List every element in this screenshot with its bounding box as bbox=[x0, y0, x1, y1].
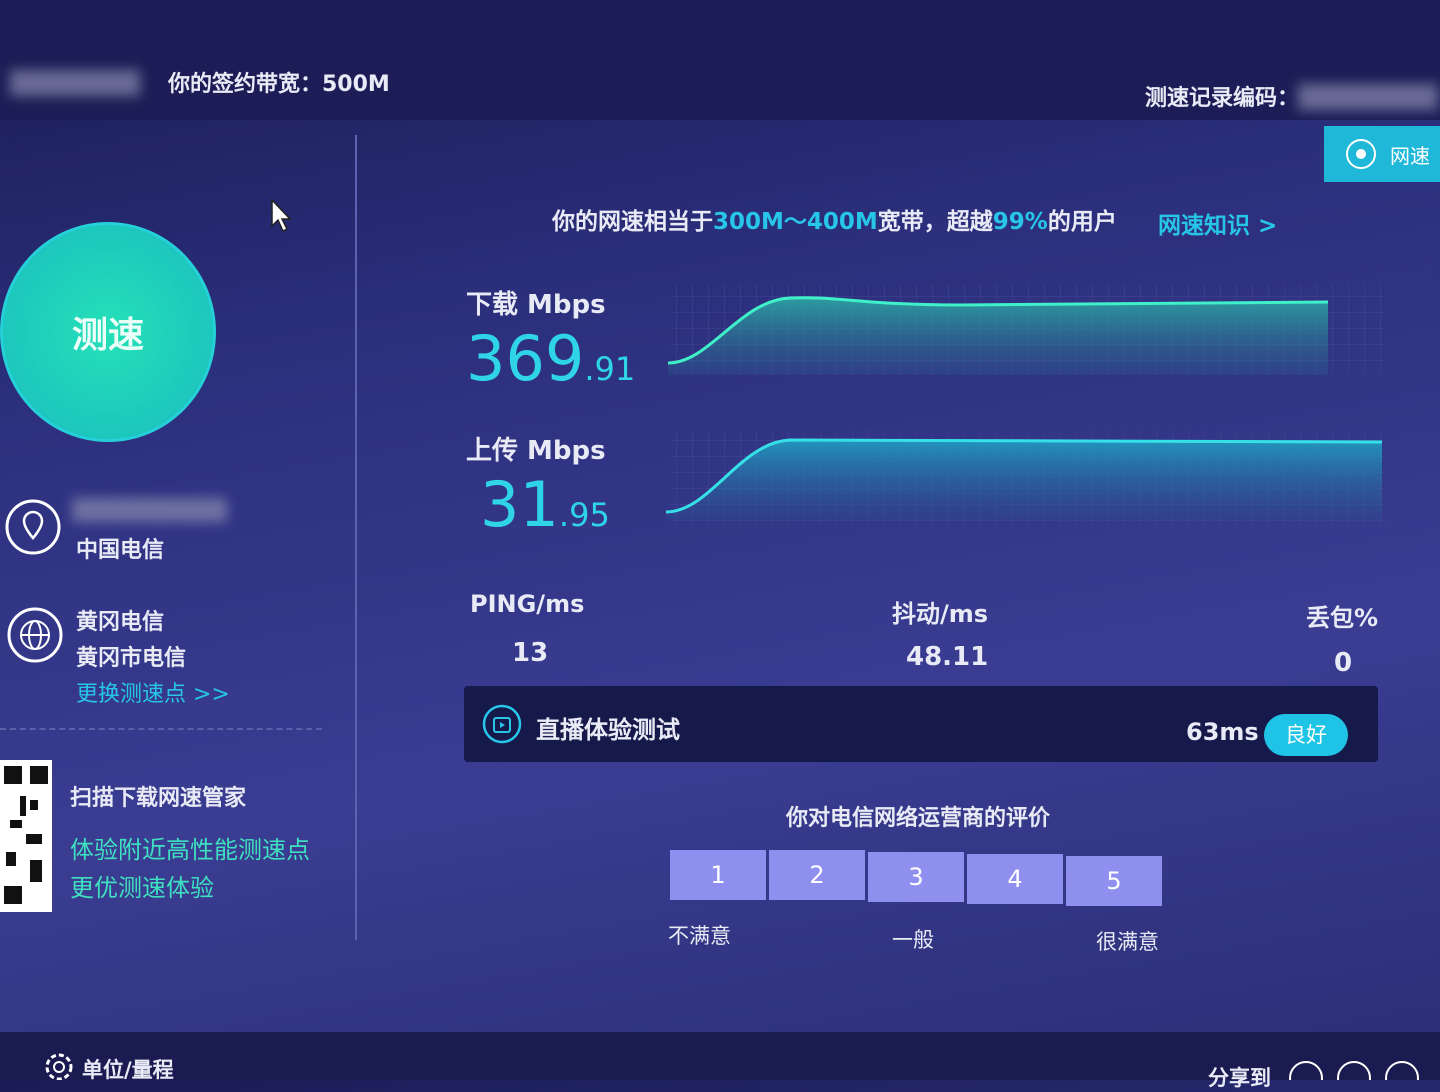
live-title: 直播体验测试 bbox=[536, 716, 680, 744]
upload-integer: 31 bbox=[480, 468, 559, 541]
rating-option[interactable]: 2 bbox=[769, 850, 865, 900]
icon bbox=[1346, 139, 1376, 169]
rating-high: 很满意 bbox=[1096, 930, 1159, 954]
top-button-label: 网速 bbox=[1390, 143, 1430, 168]
upload-value: 31.95 bbox=[480, 468, 610, 541]
server-icon bbox=[7, 607, 63, 663]
download-decimal: .91 bbox=[584, 350, 636, 388]
stat-value: 13 bbox=[512, 638, 549, 668]
live-test-bar[interactable]: 直播体验测试 63ms 良好 bbox=[464, 686, 1378, 762]
qr-code bbox=[0, 760, 52, 912]
live-rating: 良好 bbox=[1264, 714, 1348, 756]
rating-mid: 一般 bbox=[892, 928, 934, 952]
summary-text: 的用户 bbox=[1047, 209, 1117, 235]
rating-question: 你对电信网络运营商的评价 bbox=[786, 806, 1051, 831]
change-server[interactable]: 更换测速点 >> bbox=[76, 682, 230, 707]
settings-icon bbox=[45, 1053, 73, 1080]
qr-line-2: 更优测速体验 bbox=[70, 874, 214, 902]
start-button[interactable]: 测速 bbox=[0, 222, 216, 442]
mouse-cursor bbox=[271, 198, 292, 233]
download-value: 369.91 bbox=[466, 322, 635, 395]
share-label: 分享到 bbox=[1208, 1066, 1271, 1090]
live-icon bbox=[482, 704, 522, 744]
divider bbox=[0, 728, 322, 730]
server-detail: 黄冈市电信 bbox=[76, 646, 187, 671]
summary-text: 宽带，超越 bbox=[877, 209, 993, 235]
rating-option[interactable]: 3 bbox=[868, 852, 964, 902]
rating-low: 不满意 bbox=[668, 924, 731, 948]
footer bbox=[0, 1032, 1440, 1080]
summary-text: 你的网速相当于 bbox=[552, 209, 713, 235]
summary-percent: 99% bbox=[992, 209, 1048, 235]
blurred-code bbox=[1298, 84, 1438, 110]
qr-line-1: 体验附近高性能测速点 bbox=[70, 836, 310, 864]
speed-curves bbox=[665, 285, 1385, 525]
upload-label: 上传 Mbps bbox=[466, 436, 606, 466]
server-name: 黄冈电信 bbox=[76, 610, 165, 635]
rating-option[interactable]: 1 bbox=[670, 850, 766, 900]
knowledge-link[interactable]: 网速知识 > bbox=[1158, 213, 1278, 239]
rating-option[interactable]: 5 bbox=[1066, 856, 1162, 906]
bandwidth: 你的签约带宽：500M bbox=[168, 72, 390, 97]
units-button[interactable]: 单位/量程 bbox=[82, 1058, 174, 1082]
record-code-label: 测速记录编码： bbox=[1145, 86, 1300, 111]
stat-label: PING/ms bbox=[470, 590, 585, 618]
qr-title: 扫描下载网速管家 bbox=[70, 786, 247, 811]
rating-option[interactable]: 4 bbox=[967, 854, 1063, 904]
blurred-account bbox=[10, 70, 140, 96]
download-label: 下载 Mbps bbox=[466, 290, 606, 320]
top-bar bbox=[0, 0, 1440, 120]
blurred-ip bbox=[72, 498, 227, 522]
stat-label: 抖动/ms bbox=[892, 600, 989, 628]
summary: 你的网速相当于300M～400M宽带，超越99%的用户 bbox=[552, 202, 1117, 236]
location-icon bbox=[5, 499, 61, 555]
stat-value: 0 bbox=[1334, 648, 1353, 678]
isp: 中国电信 bbox=[76, 538, 165, 563]
download-integer: 369 bbox=[466, 322, 585, 395]
stat-value: 48.11 bbox=[906, 642, 989, 672]
panel-divider bbox=[355, 135, 357, 940]
stat-label: 丢包% bbox=[1306, 604, 1379, 632]
start-label: 测速 bbox=[71, 315, 144, 356]
live-latency: 63ms bbox=[1186, 718, 1259, 746]
top-button[interactable]: 网速 bbox=[1324, 126, 1440, 182]
summary-range: 300M～400M bbox=[713, 209, 878, 235]
upload-decimal: .95 bbox=[558, 496, 610, 534]
share-icons[interactable] bbox=[1288, 1060, 1440, 1080]
